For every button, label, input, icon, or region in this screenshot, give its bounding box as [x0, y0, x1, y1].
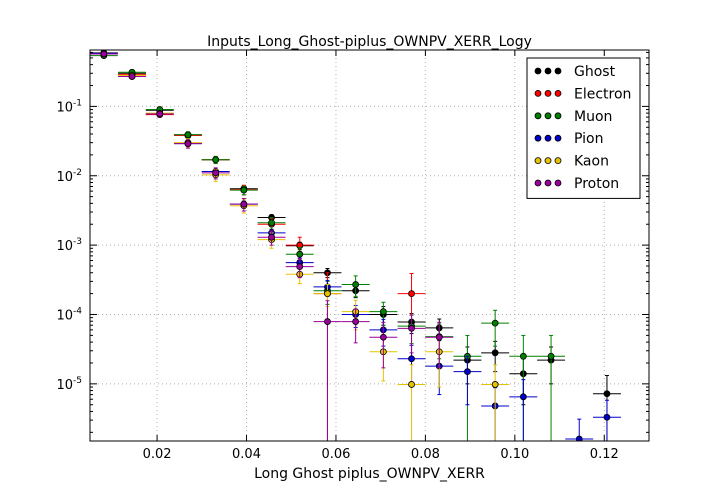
- x-tick-label: 0.02: [143, 447, 172, 462]
- data-point: [408, 381, 415, 388]
- legend: Ghost Electron Muon Pion Kaon Proton: [526, 57, 641, 199]
- data-point: [156, 110, 164, 118]
- legend-marker: [554, 90, 562, 97]
- legend-label: Proton: [574, 176, 619, 192]
- legend-marker: [534, 179, 542, 187]
- data-point: [435, 333, 443, 341]
- legend-marker: [544, 134, 552, 142]
- data-point: [184, 140, 192, 148]
- legend-marker: [554, 67, 562, 75]
- data-point: [464, 368, 471, 376]
- legend-marker: [534, 67, 542, 75]
- series-proton: [90, 50, 454, 441]
- data-point: [379, 308, 387, 316]
- data-point: [491, 381, 499, 388]
- chart-title: Inputs_Long_Ghost-piplus_OWNPV_XERR_Logy: [207, 34, 532, 50]
- data-point: [212, 156, 220, 164]
- x-tick-label: 0.08: [411, 447, 440, 462]
- legend-marker: [554, 112, 562, 120]
- x-tick-label: 0.04: [232, 447, 261, 462]
- legend-box: [526, 57, 641, 199]
- x-tick-label: 0.12: [590, 447, 619, 462]
- data-point: [491, 349, 499, 357]
- legend-marker: [554, 179, 562, 187]
- data-point: [100, 50, 108, 58]
- data-point: [296, 250, 304, 258]
- data-point: [408, 355, 415, 363]
- data-point: [352, 318, 360, 325]
- legend-entry-electron: Electron: [534, 86, 631, 102]
- data-point: [352, 281, 360, 288]
- data-point: [128, 73, 136, 80]
- legend-entry-kaon: Kaon: [534, 154, 609, 170]
- legend-marker: [554, 157, 562, 165]
- legend-entry-pion: Pion: [534, 131, 603, 147]
- data-point: [324, 290, 331, 298]
- legend-label: Muon: [574, 109, 612, 125]
- data-point: [408, 325, 415, 332]
- data-point: [240, 186, 248, 194]
- legend-label: Ghost: [574, 64, 616, 80]
- x-tick-label: 0.06: [321, 447, 350, 462]
- axis-ticks: 0.02 0.04 0.06 0.08 0.10 0.12 10-5 10-4 10-3 10-2…: [56, 50, 649, 462]
- data-point: [240, 200, 248, 208]
- y-tick-label: 10-2: [56, 168, 82, 185]
- y-tick-label: 10-5: [56, 376, 82, 393]
- data-point: [268, 219, 275, 227]
- legend-marker: [534, 157, 542, 165]
- legend-marker: [534, 90, 542, 97]
- y-tick-label: 10-4: [56, 306, 82, 323]
- data-point: [491, 319, 499, 327]
- data-point: [408, 290, 415, 298]
- x-tick-label: 0.10: [500, 447, 529, 462]
- y-tick-label: 10-1: [56, 98, 82, 115]
- plot-data: [90, 50, 621, 441]
- legend-marker: [544, 67, 552, 75]
- data-point: [575, 435, 583, 441]
- legend-marker: [534, 112, 542, 120]
- legend-marker: [544, 112, 552, 120]
- y-tick-label: 10-3: [56, 237, 82, 254]
- data-point: [212, 169, 220, 177]
- legend-label: Electron: [574, 86, 631, 102]
- data-point: [547, 352, 555, 360]
- data-point: [268, 233, 275, 241]
- legend-entry-proton: Proton: [534, 176, 619, 192]
- legend-entry-ghost: Ghost: [534, 64, 616, 80]
- data-point: [603, 390, 611, 398]
- data-point: [296, 263, 304, 271]
- legend-label: Pion: [574, 131, 603, 147]
- legend-label: Kaon: [574, 154, 609, 170]
- data-point: [603, 413, 611, 421]
- legend-marker: [534, 134, 542, 142]
- legend-marker: [544, 179, 552, 187]
- legend-marker: [554, 134, 562, 142]
- data-point: [184, 131, 192, 139]
- data-point: [519, 352, 527, 360]
- legend-marker: [544, 157, 552, 165]
- data-point: [324, 318, 331, 325]
- x-axis-label: Long Ghost piplus_OWNPV_XERR: [254, 466, 485, 482]
- legend-marker: [544, 90, 552, 97]
- data-point: [519, 393, 527, 401]
- data-point: [379, 333, 387, 341]
- legend-entry-muon: Muon: [534, 109, 612, 125]
